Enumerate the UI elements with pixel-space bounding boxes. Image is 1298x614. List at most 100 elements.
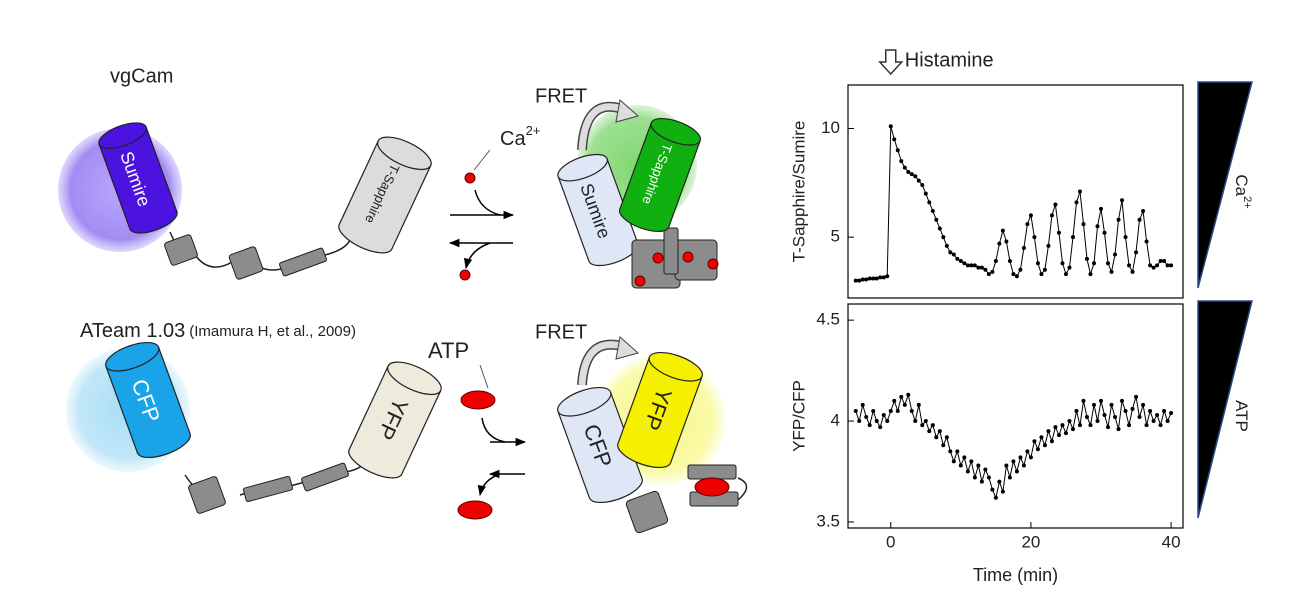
data-point (867, 423, 872, 428)
data-point (972, 475, 977, 480)
domain (687, 464, 737, 480)
data-point (941, 235, 946, 240)
cylinder-side (98, 144, 131, 230)
data-point (1035, 261, 1040, 266)
data-point (1127, 423, 1132, 428)
cylinder-top (387, 361, 442, 396)
cylinder: YFP (617, 351, 703, 469)
data-point (920, 182, 925, 187)
domain (625, 490, 669, 534)
domain (663, 227, 679, 275)
data-point (962, 261, 967, 266)
data-point (1137, 415, 1142, 420)
data-point (1084, 415, 1089, 420)
side-label: ATP (1232, 400, 1251, 432)
data-point (902, 402, 907, 407)
data-point (1063, 272, 1068, 277)
data-point (1099, 398, 1104, 403)
title: ATeam 1.03 (Imamura H, et al., 2009) (80, 320, 356, 342)
pointer (479, 364, 489, 389)
arrow (477, 473, 501, 497)
data-point (906, 169, 911, 174)
data-point (1000, 489, 1005, 494)
fret-arrow (615, 99, 640, 123)
cylinder-side (158, 346, 191, 434)
data-point (874, 276, 879, 281)
y-axis-label: YFP/CFP (789, 380, 808, 452)
ion (707, 258, 719, 270)
data-point (1113, 415, 1118, 420)
data-point (965, 263, 970, 268)
plot-frame (847, 84, 1184, 299)
cylinder-top (648, 351, 703, 382)
data-point (965, 469, 970, 474)
y-tick-label: 4 (831, 411, 840, 430)
data-point (1091, 402, 1096, 407)
cylinder: T-Sapphire (338, 136, 432, 254)
cylinder-side (105, 366, 138, 454)
data-point (1007, 259, 1012, 264)
data-point (1169, 410, 1174, 415)
data-point (1148, 408, 1153, 413)
data-point (1127, 263, 1132, 268)
data-point (892, 398, 897, 403)
data-point (1155, 263, 1160, 268)
data-point (1077, 423, 1082, 428)
data-point (997, 479, 1002, 484)
cylinder-side (401, 390, 442, 475)
data-point (1134, 250, 1139, 255)
data-point (969, 263, 974, 268)
data-point (955, 256, 960, 261)
data-point (1151, 419, 1156, 424)
x-tick-label: 0 (886, 532, 895, 551)
data-point (909, 172, 914, 177)
data-point (1106, 261, 1111, 266)
data-point (874, 419, 879, 424)
data-point (1021, 246, 1026, 251)
data-point (1032, 235, 1037, 240)
x-tick-label: 20 (1021, 532, 1040, 551)
ion (652, 252, 664, 264)
data-point (951, 252, 956, 257)
cylinder-top (557, 153, 608, 182)
annotation: Histamine (905, 49, 994, 71)
domain (228, 246, 264, 280)
label: FRET (535, 321, 587, 343)
data-point (1165, 263, 1170, 268)
data-point (1144, 239, 1149, 244)
cylinder: YFP (348, 361, 442, 479)
data-point (1088, 272, 1093, 277)
cylinder-side (668, 140, 701, 228)
data-point (860, 277, 865, 282)
data-point (913, 174, 918, 179)
data-point (906, 392, 911, 397)
data-point (1095, 224, 1100, 229)
data-point (1102, 230, 1107, 235)
fret-arrow (578, 341, 627, 386)
data-point (1130, 269, 1135, 274)
data-point (1081, 222, 1086, 227)
data-point (927, 429, 932, 434)
arrow (474, 189, 501, 216)
data-point (927, 200, 932, 205)
data-point (976, 463, 981, 468)
atp (457, 500, 493, 520)
data-point (986, 475, 991, 480)
data-point (1134, 394, 1139, 399)
cylinder: Sumire (98, 122, 178, 234)
data-point (1158, 423, 1163, 428)
data-point (979, 479, 984, 484)
data-point (1155, 412, 1160, 417)
pointer (473, 149, 491, 171)
ion-sup: 2+ (526, 123, 541, 138)
data-point (916, 402, 921, 407)
arrow (463, 242, 491, 270)
side-label-text: Ca (1232, 174, 1251, 196)
data-point (948, 250, 953, 255)
data-point (1039, 272, 1044, 277)
data-point (1123, 408, 1128, 413)
data-point (1025, 222, 1030, 227)
y-tick-label: 10 (821, 118, 840, 137)
data-point (1018, 267, 1023, 272)
gradient-wedge (1197, 81, 1253, 289)
